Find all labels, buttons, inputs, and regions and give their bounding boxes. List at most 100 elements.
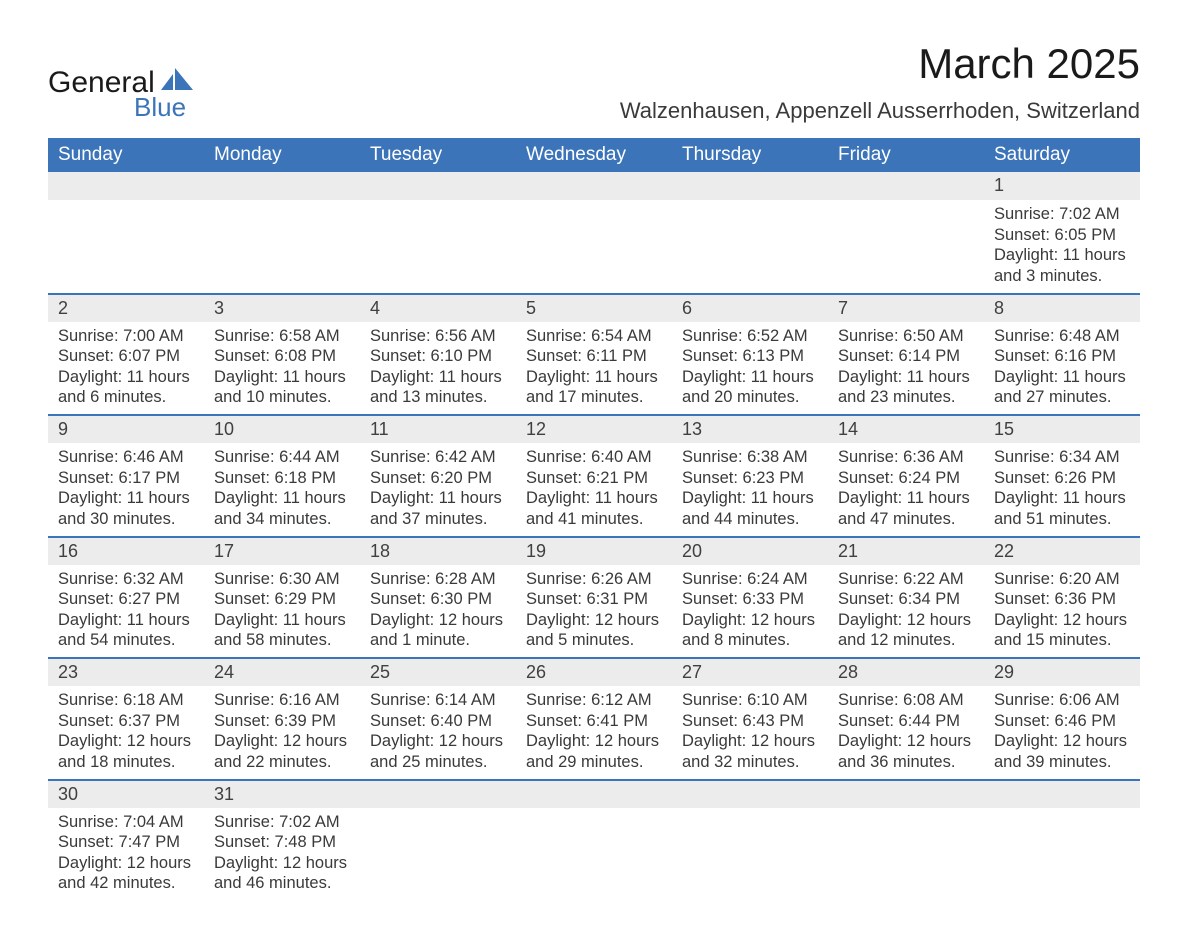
- day-number-row: 1: [48, 172, 1140, 200]
- sunrise-line: Sunrise: 6:34 AM: [994, 447, 1130, 468]
- sunrise-line: Sunrise: 7:02 AM: [994, 204, 1130, 225]
- day-number-cell: 8: [984, 294, 1140, 322]
- daylight-line: Daylight: 12 hours and 1 minute.: [370, 610, 506, 651]
- daylight-line: Daylight: 12 hours and 22 minutes.: [214, 731, 350, 772]
- sunrise-line: Sunrise: 6:50 AM: [838, 326, 974, 347]
- day-number-cell: [828, 780, 984, 808]
- day-detail-cell: Sunrise: 6:08 AMSunset: 6:44 PMDaylight:…: [828, 686, 984, 780]
- daylight-line: Daylight: 12 hours and 8 minutes.: [682, 610, 818, 651]
- sunrise-line: Sunrise: 6:26 AM: [526, 569, 662, 590]
- day-detail-cell: Sunrise: 6:24 AMSunset: 6:33 PMDaylight:…: [672, 565, 828, 659]
- day-number-cell: 12: [516, 415, 672, 443]
- daylight-line: Daylight: 12 hours and 12 minutes.: [838, 610, 974, 651]
- sunset-line: Sunset: 6:29 PM: [214, 589, 350, 610]
- sunset-line: Sunset: 6:20 PM: [370, 468, 506, 489]
- day-detail-cell: Sunrise: 6:38 AMSunset: 6:23 PMDaylight:…: [672, 443, 828, 537]
- day-detail-cell: [672, 200, 828, 294]
- sunrise-line: Sunrise: 6:38 AM: [682, 447, 818, 468]
- daylight-line: Daylight: 11 hours and 3 minutes.: [994, 245, 1130, 286]
- sunrise-line: Sunrise: 6:14 AM: [370, 690, 506, 711]
- sunset-line: Sunset: 6:27 PM: [58, 589, 194, 610]
- sunset-line: Sunset: 6:14 PM: [838, 346, 974, 367]
- day-detail-cell: [360, 200, 516, 294]
- day-detail-cell: [828, 200, 984, 294]
- sunrise-line: Sunrise: 7:04 AM: [58, 812, 194, 833]
- day-detail-row: Sunrise: 6:46 AMSunset: 6:17 PMDaylight:…: [48, 443, 1140, 537]
- day-number-cell: 20: [672, 537, 828, 565]
- daylight-line: Daylight: 11 hours and 58 minutes.: [214, 610, 350, 651]
- day-number-cell: [516, 780, 672, 808]
- sunset-line: Sunset: 6:16 PM: [994, 346, 1130, 367]
- sunset-line: Sunset: 6:26 PM: [994, 468, 1130, 489]
- day-detail-row: Sunrise: 7:00 AMSunset: 6:07 PMDaylight:…: [48, 322, 1140, 416]
- day-detail-cell: [672, 808, 828, 901]
- day-number-cell: 5: [516, 294, 672, 322]
- sunset-line: Sunset: 6:41 PM: [526, 711, 662, 732]
- sunset-line: Sunset: 6:23 PM: [682, 468, 818, 489]
- sunset-line: Sunset: 6:10 PM: [370, 346, 506, 367]
- sunrise-line: Sunrise: 6:40 AM: [526, 447, 662, 468]
- day-number-cell: 9: [48, 415, 204, 443]
- day-detail-row: Sunrise: 6:18 AMSunset: 6:37 PM Daylight:…: [48, 686, 1140, 780]
- sunrise-line: Sunrise: 6:22 AM: [838, 569, 974, 590]
- day-header: Friday: [828, 138, 984, 172]
- day-number-cell: 22: [984, 537, 1140, 565]
- daylight-line: Daylight: 11 hours and 13 minutes.: [370, 367, 506, 408]
- sunset-line: Sunset: 6:31 PM: [526, 589, 662, 610]
- day-header: Sunday: [48, 138, 204, 172]
- day-number-cell: 4: [360, 294, 516, 322]
- sunset-line: Sunset: 6:13 PM: [682, 346, 818, 367]
- sunrise-line: Sunrise: 6:08 AM: [838, 690, 974, 711]
- day-number-cell: 29: [984, 658, 1140, 686]
- sunset-line: Sunset: 6:24 PM: [838, 468, 974, 489]
- day-header-row: Sunday Monday Tuesday Wednesday Thursday…: [48, 138, 1140, 172]
- sunrise-line: Sunrise: 6:32 AM: [58, 569, 194, 590]
- sunrise-line: Sunrise: 6:18 AM: [58, 690, 194, 711]
- day-number-cell: [204, 172, 360, 200]
- sunrise-line: Sunrise: 6:28 AM: [370, 569, 506, 590]
- day-detail-cell: Sunrise: 6:26 AMSunset: 6:31 PMDaylight:…: [516, 565, 672, 659]
- day-number-row: 9101112131415: [48, 415, 1140, 443]
- day-detail-cell: Sunrise: 6:50 AMSunset: 6:14 PMDaylight:…: [828, 322, 984, 416]
- day-number-cell: 27: [672, 658, 828, 686]
- day-detail-cell: Sunrise: 6:44 AMSunset: 6:18 PMDaylight:…: [204, 443, 360, 537]
- sunset-line: Sunset: 6:43 PM: [682, 711, 818, 732]
- day-detail-row: Sunrise: 6:32 AMSunset: 6:27 PM Daylight:…: [48, 565, 1140, 659]
- sunset-line: Sunset: 6:37 PM: [58, 711, 194, 732]
- day-detail-cell: Sunrise: 6:48 AMSunset: 6:16 PMDaylight:…: [984, 322, 1140, 416]
- day-number-row: 16171819202122: [48, 537, 1140, 565]
- sunset-line: Sunset: 6:08 PM: [214, 346, 350, 367]
- sunset-line: Sunset: 6:34 PM: [838, 589, 974, 610]
- day-number-cell: 6: [672, 294, 828, 322]
- day-header: Thursday: [672, 138, 828, 172]
- day-number-cell: 28: [828, 658, 984, 686]
- day-header: Wednesday: [516, 138, 672, 172]
- month-title: March 2025: [620, 40, 1140, 88]
- day-detail-row: Sunrise: 7:02 AMSunset: 6:05 PMDaylight:…: [48, 200, 1140, 294]
- day-detail-cell: Sunrise: 6:18 AMSunset: 6:37 PMDaylight:…: [48, 686, 204, 780]
- day-number-cell: 2: [48, 294, 204, 322]
- sunrise-line: Sunrise: 6:44 AM: [214, 447, 350, 468]
- daylight-line: Daylight: 11 hours and 20 minutes.: [682, 367, 818, 408]
- sunrise-line: Sunrise: 6:56 AM: [370, 326, 506, 347]
- sunset-line: Sunset: 6:46 PM: [994, 711, 1130, 732]
- sunset-line: Sunset: 6:07 PM: [58, 346, 194, 367]
- day-number-cell: 30: [48, 780, 204, 808]
- daylight-line: Daylight: 11 hours and 34 minutes.: [214, 488, 350, 529]
- day-number-cell: 15: [984, 415, 1140, 443]
- sunrise-line: Sunrise: 6:48 AM: [994, 326, 1130, 347]
- sunset-line: Sunset: 6:17 PM: [58, 468, 194, 489]
- day-detail-cell: Sunrise: 6:56 AMSunset: 6:10 PMDaylight:…: [360, 322, 516, 416]
- day-number-cell: 23: [48, 658, 204, 686]
- sunrise-line: Sunrise: 6:54 AM: [526, 326, 662, 347]
- day-detail-cell: Sunrise: 6:54 AMSunset: 6:11 PMDaylight:…: [516, 322, 672, 416]
- sunset-line: Sunset: 6:33 PM: [682, 589, 818, 610]
- day-detail-cell: [48, 200, 204, 294]
- daylight-line: Daylight: 11 hours and 6 minutes.: [58, 367, 194, 408]
- day-header: Saturday: [984, 138, 1140, 172]
- sunset-line: Sunset: 6:11 PM: [526, 346, 662, 367]
- daylight-line: Daylight: 12 hours and 36 minutes.: [838, 731, 974, 772]
- day-detail-cell: Sunrise: 7:04 AMSunset: 7:47 PMDaylight:…: [48, 808, 204, 901]
- day-detail-cell: [516, 200, 672, 294]
- day-detail-cell: Sunrise: 6:22 AMSunset: 6:34 PMDaylight:…: [828, 565, 984, 659]
